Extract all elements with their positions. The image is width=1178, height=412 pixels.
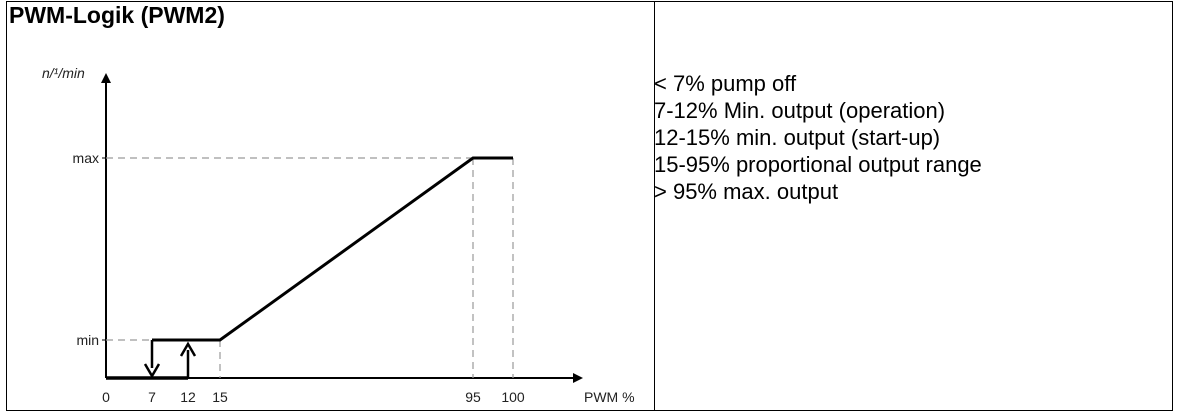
description-item: 12-15% min. output (start-up) (654, 125, 941, 150)
chart-axes (101, 73, 583, 383)
y-tick-label: min (76, 332, 99, 348)
description-item: > 95% max. output (654, 179, 839, 204)
content-table (6, 1, 1173, 411)
arrow-up-head (179, 341, 197, 357)
table-divider (654, 2, 655, 410)
description-item: < 7% pump off (654, 71, 797, 96)
x-tick-label: 12 (180, 389, 196, 405)
x-tick-label: 0 (102, 389, 110, 405)
chart-guides (106, 157, 514, 378)
description-item: 7-12% Min. output (operation) (654, 98, 946, 123)
x-tick-label: 95 (465, 389, 481, 405)
y-tick-label: max (73, 150, 99, 166)
chart-ticks: n/¹/min PWM % 0 7 12 15 95 100 min max (42, 65, 635, 405)
chart-title: PWM-Logik (PWM2) (9, 2, 225, 28)
x-tick-label: 7 (148, 389, 156, 405)
x-tick-label: 15 (212, 389, 228, 405)
x-tick-label: 100 (501, 389, 525, 405)
description-item: 15-95% proportional output range (654, 152, 982, 177)
chart-annotations (143, 340, 197, 379)
pwm-chart: n/¹/min PWM % 0 7 12 15 95 100 min max (42, 65, 635, 405)
x-axis-label: PWM % (584, 389, 635, 405)
pwm-description-list: < 7% pump off 7-12% Min. output (operati… (654, 70, 982, 205)
arrow-down-head (143, 363, 161, 379)
series-line (152, 156, 513, 342)
y-axis-label: n/¹/min (42, 65, 85, 81)
chart-series (106, 156, 513, 380)
